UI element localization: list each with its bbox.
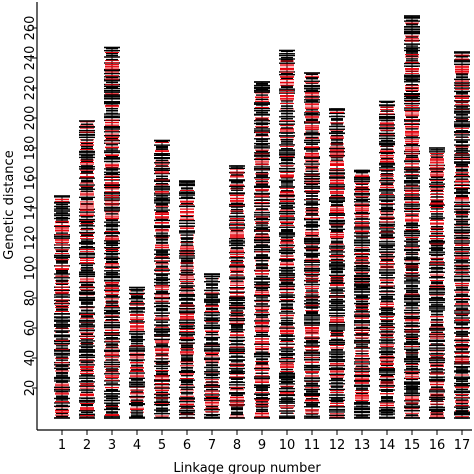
- x-axis-label: Linkage group number: [173, 461, 321, 474]
- x-tick-label: 15: [404, 438, 421, 453]
- axes: [32, 2, 472, 435]
- x-tick-label: 13: [354, 438, 371, 453]
- x-tick-label: 4: [133, 438, 141, 453]
- y-axis-label: Genetic distance: [2, 150, 17, 259]
- x-tick-label: 1: [58, 438, 66, 453]
- linkage-group-17: [454, 51, 470, 419]
- y-tick-label: 60: [23, 320, 38, 337]
- y-tick-label: 40: [23, 350, 38, 367]
- linkage-group-6: [179, 180, 195, 419]
- linkage-group-8: [229, 165, 245, 419]
- linkage-group-7: [204, 273, 220, 419]
- y-tick-label: 100: [23, 256, 38, 281]
- y-tick-label: 220: [23, 76, 38, 101]
- y-tick-label: 140: [23, 196, 38, 221]
- linkage-group-4: [129, 286, 145, 419]
- linkage-group-15: [404, 15, 420, 419]
- x-tick-label: 7: [208, 438, 216, 453]
- y-tick-label: 240: [23, 46, 38, 71]
- linkage-group-1: [54, 195, 70, 419]
- x-tick-label: 12: [329, 438, 346, 453]
- linkage-group-14: [379, 100, 395, 419]
- y-tick-label: 180: [23, 136, 38, 161]
- x-tick-label: 2: [83, 438, 91, 453]
- y-tick-label: 20: [23, 380, 38, 397]
- linkage-groups: [54, 15, 470, 419]
- x-tick-label: 3: [108, 438, 116, 453]
- x-tick-label: 14: [379, 438, 396, 453]
- x-tick-label: 16: [429, 438, 446, 453]
- linkage-group-13: [354, 169, 370, 419]
- y-tick-label: 260: [23, 16, 38, 41]
- linkage-group-3: [104, 46, 120, 419]
- linkage-group-11: [304, 72, 320, 419]
- x-tick-label: 5: [158, 438, 166, 453]
- y-tick-label: 160: [23, 166, 38, 191]
- linkage-group-10: [279, 49, 295, 419]
- x-tick-label: 8: [233, 438, 241, 453]
- linkage-group-12: [329, 108, 345, 419]
- linkage-group-2: [79, 120, 95, 419]
- linkage-group-5: [154, 139, 170, 419]
- y-tick-label: 120: [23, 226, 38, 251]
- y-tick-label: 80: [23, 290, 38, 307]
- y-tick-label: 200: [23, 106, 38, 131]
- x-tick-label: 9: [258, 438, 266, 453]
- x-tick-label: 6: [183, 438, 191, 453]
- linkage-group-16: [429, 147, 445, 419]
- x-tick-label: 11: [304, 438, 321, 453]
- linkage-group-9: [254, 81, 270, 419]
- x-tick-label: 10: [279, 438, 296, 453]
- x-tick-label: 17: [454, 438, 471, 453]
